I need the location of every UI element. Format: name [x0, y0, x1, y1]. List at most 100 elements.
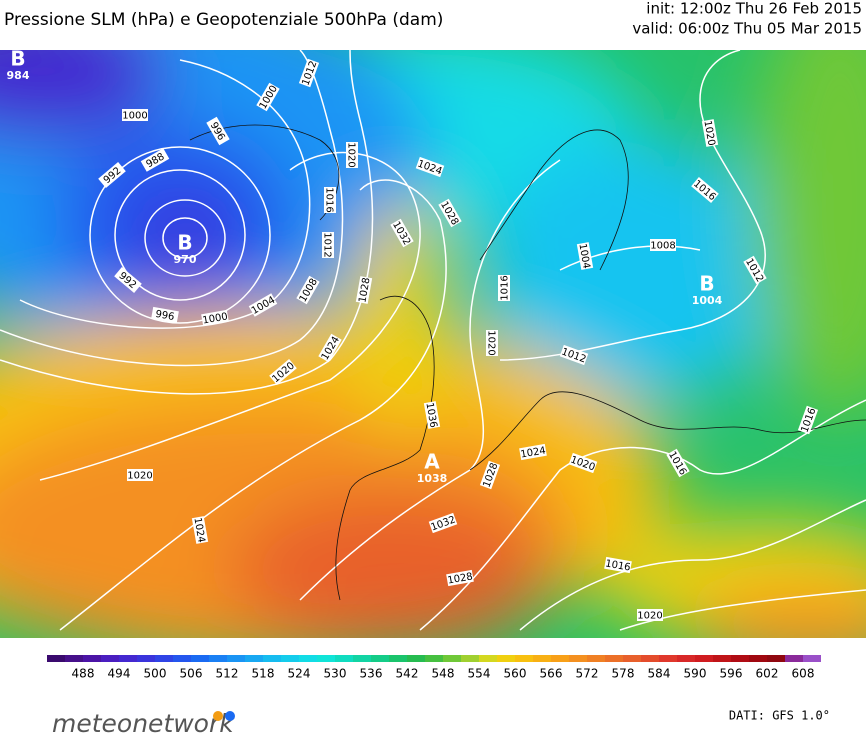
colorbar-cell — [443, 655, 461, 662]
colorbar-cell — [533, 655, 551, 662]
colorbar-cell — [641, 655, 659, 662]
colorbar-cell — [407, 655, 425, 662]
colorbar-cell — [371, 655, 389, 662]
isobar-label-text: 1024 — [520, 445, 547, 460]
isobar-label-box — [355, 276, 373, 304]
colorbar-cell — [263, 655, 281, 662]
isobar-label-box — [428, 512, 458, 534]
colorbar-cell — [515, 655, 533, 662]
isobar-label-box — [191, 516, 209, 544]
isobar-label: 1020 — [346, 142, 358, 168]
colorbar-cell — [785, 655, 803, 662]
center-letter: B — [10, 47, 25, 71]
brand-dot — [225, 711, 235, 721]
isobar-label-box — [269, 359, 297, 385]
colorbar-cell — [749, 655, 767, 662]
brand-dot — [213, 711, 223, 721]
isobar-label-text: 1024 — [191, 517, 206, 544]
isobar-label-box — [390, 218, 414, 248]
isobar-label-box — [691, 177, 719, 203]
colorbar-cell — [317, 655, 335, 662]
isobar-label-text: 1020 — [127, 471, 152, 482]
colorbar-cell — [119, 655, 137, 662]
isobar-label: 1016 — [498, 275, 511, 301]
colorbar-cell — [173, 655, 191, 662]
colorbar-cell — [425, 655, 443, 662]
colorbar-label: 554 — [468, 667, 491, 681]
isobar-label-box — [127, 469, 153, 481]
isobar-label-text: 996 — [154, 309, 175, 323]
isobar-label-text: 1016 — [500, 275, 511, 300]
isobar-label: 1036 — [423, 401, 441, 429]
isobar-label: 1016 — [324, 187, 336, 213]
colorbar-label: 494 — [108, 667, 131, 681]
isobar-label-box — [568, 452, 598, 474]
colorbar-cell — [569, 655, 587, 662]
colorbar-label: 602 — [756, 667, 779, 681]
isobar-label: 996 — [151, 306, 179, 324]
isobar-label-text: 1020 — [486, 330, 497, 355]
colorbar-label: 542 — [396, 667, 419, 681]
init-time: init: 12:00z Thu 26 Feb 2015 — [646, 0, 862, 18]
center-letter: B — [699, 272, 714, 296]
colorbar-label: 584 — [648, 667, 671, 681]
colorbar-cell — [281, 655, 299, 662]
colorbar-cell — [803, 655, 821, 662]
isobar-label: 1024 — [519, 443, 547, 461]
colorbar-label: 524 — [288, 667, 311, 681]
colorbar-label: 578 — [612, 667, 635, 681]
colorbar-cell — [767, 655, 785, 662]
isobar-label-box — [637, 609, 663, 621]
colorbar-cell — [191, 655, 209, 662]
colorbar-cell — [299, 655, 317, 662]
isobar-label-box — [122, 109, 148, 121]
isobar-label: 1016 — [604, 556, 632, 574]
colorbar-label: 500 — [144, 667, 167, 681]
isobar-label-box — [438, 198, 462, 228]
isobar-label-box — [415, 156, 445, 178]
isobar-label-box — [201, 309, 229, 327]
isobar-label-text: 1016 — [604, 558, 631, 573]
isobar-label: 1028 — [446, 569, 474, 587]
colorbar-label: 608 — [792, 667, 815, 681]
isobar-label: 1008 — [650, 239, 676, 252]
isobar-label-box — [446, 569, 474, 587]
colorbar-label: 560 — [504, 667, 527, 681]
isobar-label-box — [479, 460, 501, 490]
isobar-label: 1000 — [122, 109, 148, 122]
colorbar-cell — [659, 655, 677, 662]
isobar-label-box — [559, 344, 589, 366]
center-value: 1004 — [692, 294, 723, 307]
colorbar-label: 488 — [72, 667, 95, 681]
colorbar-label: 596 — [720, 667, 743, 681]
isobar-label: 1024 — [191, 516, 209, 544]
colorbar-cell — [389, 655, 407, 662]
isobar-label-box — [256, 82, 280, 112]
colorbar-label: 572 — [576, 667, 599, 681]
isobar-label-text: 1020 — [346, 142, 357, 167]
colorbar-cell — [83, 655, 101, 662]
colorbar-cell — [47, 655, 65, 662]
center-value: 970 — [174, 253, 197, 266]
isobar-label-box — [298, 58, 320, 88]
colorbar-label: 530 — [324, 667, 347, 681]
isobar-label-text: 1036 — [423, 402, 438, 429]
center-value: 1038 — [417, 472, 448, 485]
colorbar-cell — [677, 655, 695, 662]
colorbar-cell — [713, 655, 731, 662]
isobar-label-text: 1020 — [637, 611, 662, 622]
colorbar-cell — [65, 655, 83, 662]
colorbar-cell — [245, 655, 263, 662]
colorbar-cell — [101, 655, 119, 662]
colorbar-cell — [461, 655, 479, 662]
isobar-label-text: 1004 — [576, 243, 591, 270]
isobar-label-box — [576, 242, 594, 270]
colorbar: 488 494 500 506 512 518 524 530 536 542 548 554 560 5… — [47, 655, 821, 681]
isobar-label: 1020 — [637, 609, 663, 622]
colorbar-cell — [587, 655, 605, 662]
colorbar-cell — [551, 655, 569, 662]
isobar-label-box — [604, 556, 632, 574]
colorbar-label: 512 — [216, 667, 239, 681]
center-letter: B — [177, 231, 192, 255]
